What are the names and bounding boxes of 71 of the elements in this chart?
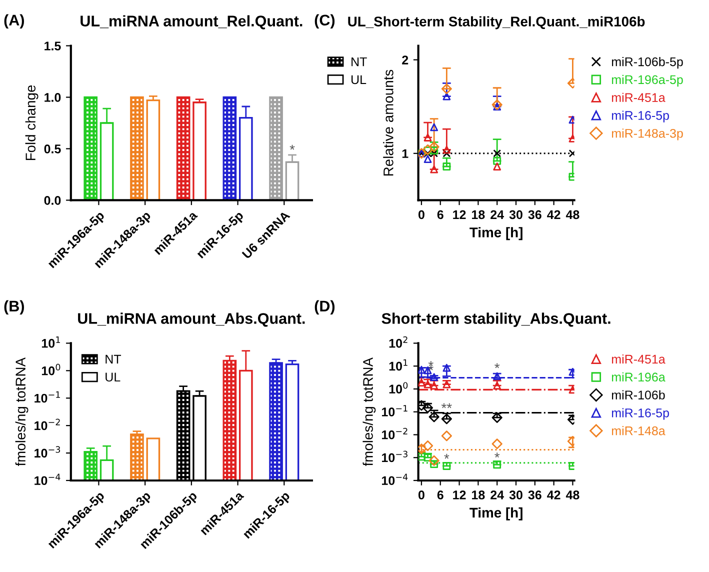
x-tick-label: 18 (472, 490, 485, 500)
y-tick-label: 10$^{−2}$ (34, 418, 60, 430)
legend-label: miR-106b (612, 390, 665, 400)
y-tick-label: 10$^{1}$ (42, 336, 60, 348)
x-axis-title: Time [h] (470, 227, 522, 240)
x-tick-label: 48 (566, 210, 580, 220)
x-tick-label: 12 (453, 490, 466, 500)
y-axis-title: Relative amounts (383, 70, 394, 176)
text: (B) (4, 300, 24, 315)
legend-label: miR-16-5p (612, 408, 669, 420)
annotation: * (494, 452, 500, 458)
y-tick-label: 10$^{1}$ (389, 359, 408, 371)
x-tick-label: 12 (453, 210, 466, 219)
y-tick-label: 0.0 (44, 196, 61, 205)
x-tick-label: 18 (472, 210, 485, 220)
chart-title: Short-term stability_Abs.Quant. (382, 312, 610, 327)
x-axis-title: Time [h] (470, 507, 522, 520)
y-tick-label: 1.5 (44, 42, 61, 50)
y-tick-label: 10$^{2}$ (389, 336, 408, 348)
chart-title: UL_miRNA amount_Abs.Quant. (78, 312, 305, 327)
y-tick-label: 10$^{−4}$ (34, 474, 60, 486)
legend-label: miR-16-5p (612, 110, 669, 122)
legend-label: miR-148a (612, 426, 666, 436)
text: UL (351, 75, 366, 84)
text: (D) (314, 300, 335, 315)
annotation: ** (441, 403, 452, 408)
y-tick-label: 10$^{0}$ (389, 382, 408, 394)
legend-label: miR-148a-3p (612, 128, 683, 140)
chart-title: UL_Short-term Stability_Rel.Quant._miR106b (348, 16, 645, 30)
legend-label: miR-196a-5p (612, 74, 683, 87)
y-axis-title: fmoles/ng totRNA (15, 357, 28, 466)
x-tick-label: 6 (437, 210, 444, 220)
x-tick-label: 30 (509, 210, 522, 220)
x-tick-label: 0 (418, 490, 424, 500)
text: (A) (4, 14, 24, 29)
annotation: * (428, 361, 434, 366)
x-tick-label: 36 (528, 210, 542, 220)
legend-label: miR-106b-5p (612, 57, 683, 69)
y-tick-label: 10$^{−2}$ (382, 428, 408, 440)
y-axis-title: Fold change (25, 85, 38, 160)
annotation: * (290, 144, 295, 150)
y-tick-label: 10$^{−1}$ (34, 391, 60, 403)
text: (C) (314, 14, 335, 29)
x-tick-label: 24 (490, 490, 504, 500)
x-tick-label: 6 (437, 490, 444, 500)
y-axis-title: fmoles/ng totRNA (362, 357, 376, 466)
y-tick-label: 10$^{0}$ (42, 364, 60, 376)
y-tick-label: 1.0 (44, 93, 61, 102)
y-tick-label: 10$^{−3}$ (34, 446, 60, 458)
legend-label: miR-451a (612, 354, 666, 364)
x-tick-label: 42 (547, 210, 560, 219)
y-tick-label: 10$^{−1}$ (382, 405, 408, 416)
x-tick-label: 42 (547, 490, 560, 500)
y-tick-label: 0.5 (44, 144, 61, 154)
y-tick-label: 1 (402, 149, 408, 158)
y-tick-label: 2 (402, 56, 408, 64)
x-tick-label: 24 (490, 210, 504, 219)
x-tick-label: 0 (418, 210, 424, 220)
x-tick-label: 30 (509, 490, 522, 500)
annotation: * (444, 454, 450, 459)
annotation: * (494, 363, 500, 368)
text: NT (352, 57, 367, 66)
legend-label: UL (106, 372, 120, 382)
legend-label: NT (106, 354, 122, 364)
legend-label: miR-451a (612, 92, 666, 102)
chart-title: UL_miRNA amount_Rel.Quant. (80, 15, 302, 30)
x-tick-label: 36 (528, 490, 542, 500)
y-tick-label: 10$^{−3}$ (382, 450, 408, 462)
y-tick-label: 10$^{−4}$ (382, 474, 408, 486)
x-tick-label: 48 (566, 490, 580, 500)
legend-label: miR-196a (612, 372, 666, 382)
